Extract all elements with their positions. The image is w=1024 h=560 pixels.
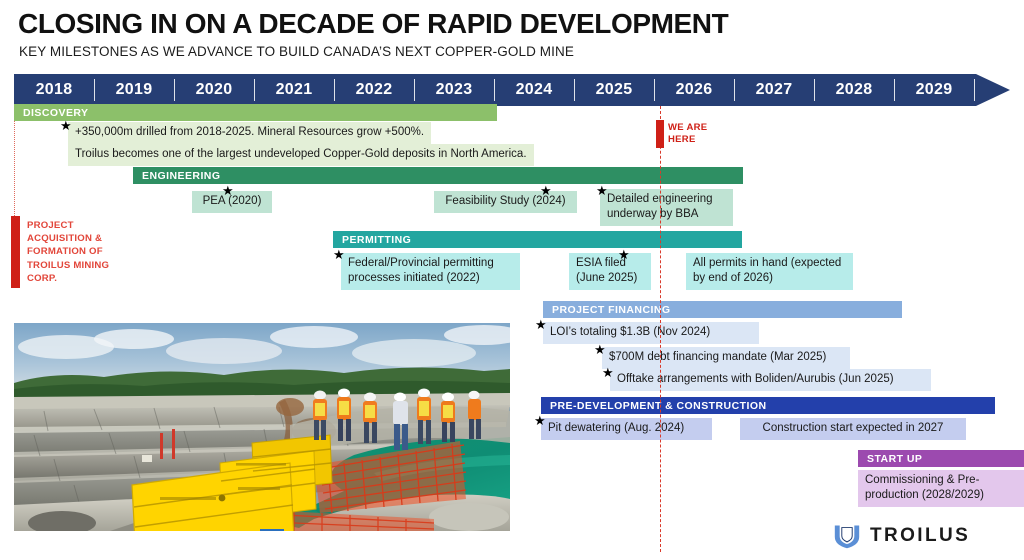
year-separator <box>574 79 575 101</box>
phase-bar-startup: START UP <box>858 450 1024 467</box>
milestone-permitting-all-permits: All permits in hand (expected by end of … <box>686 253 853 290</box>
milestone-star-icon: ★ <box>60 118 72 133</box>
current-date-label: WE ARE HERE <box>668 122 707 146</box>
milestone-star-icon: ★ <box>602 365 614 380</box>
year-cell-2029: 2029 <box>915 81 953 98</box>
year-cell-2026: 2026 <box>675 81 713 98</box>
milestone-discovery-deposit: Troilus becomes one of the largest undev… <box>68 144 534 166</box>
phase-bar-discovery: DISCOVERY <box>14 104 497 121</box>
current-date-label-line1: WE ARE <box>668 122 708 133</box>
year-cell-2023: 2023 <box>435 81 473 98</box>
milestone-engineering-pea: PEA (2020) <box>192 191 272 213</box>
milestone-star-icon: ★ <box>596 183 608 198</box>
milestone-engineering-feasibility: Feasibility Study (2024) <box>434 191 577 213</box>
year-separator <box>494 79 495 101</box>
page-title: CLOSING IN ON A DECADE OF RAPID DEVELOPM… <box>18 8 729 39</box>
phase-bar-engineering: ENGINEERING <box>133 167 743 184</box>
year-separator <box>974 79 975 101</box>
milestone-star-icon: ★ <box>222 183 234 198</box>
troilus-logo: TROILUS <box>833 523 970 549</box>
current-date-label-line2: HERE <box>668 134 696 145</box>
year-cell-2024: 2024 <box>515 81 553 98</box>
year-separator <box>734 79 735 101</box>
acquisition-dotted-line <box>14 106 15 216</box>
milestone-star-icon: ★ <box>594 342 606 357</box>
milestone-permitting-initiated: Federal/Provincial permitting processes … <box>341 253 520 290</box>
phase-bar-predevelopment: PRE-DEVELOPMENT & CONSTRUCTION <box>541 397 995 414</box>
milestone-star-icon: ★ <box>333 247 345 262</box>
logo-text: TROILUS <box>870 525 971 546</box>
milestone-predev-dewatering: Pit dewatering (Aug. 2024) <box>541 418 712 440</box>
milestone-discovery-drilling: +350,000m drilled from 2018-2025. Minera… <box>68 122 432 144</box>
milestone-predev-construction: Construction start expected in 2027 <box>740 418 966 440</box>
open-pit-mine-photo <box>14 323 510 531</box>
year-cell-2028: 2028 <box>835 81 873 98</box>
milestone-financing-debt: $700M debt financing mandate (Mar 2025) <box>602 347 850 369</box>
year-separator <box>334 79 335 101</box>
year-separator <box>94 79 95 101</box>
acquisition-label: PROJECT ACQUISITION & FORMATION OF TROIL… <box>27 220 110 284</box>
year-axis: 2018 2019 2020 2021 2022 2023 2024 2025 … <box>14 74 1010 106</box>
year-cell-2027: 2027 <box>755 81 793 98</box>
year-cell-2022: 2022 <box>355 81 393 98</box>
year-separator <box>894 79 895 101</box>
year-cell-2020: 2020 <box>195 81 233 98</box>
current-date-marker <box>656 120 664 148</box>
milestone-star-icon: ★ <box>534 413 546 428</box>
milestone-engineering-bba: Detailed engineering underway by BBA <box>600 189 733 226</box>
milestone-star-icon: ★ <box>540 183 552 198</box>
milestone-star-icon: ★ <box>618 247 630 262</box>
current-date-line <box>660 106 661 552</box>
year-separator <box>814 79 815 101</box>
phase-bar-permitting: PERMITTING <box>333 231 742 248</box>
page-subtitle: KEY MILESTONES AS WE ADVANCE TO BUILD CA… <box>19 44 574 59</box>
shield-icon <box>834 525 860 549</box>
year-axis-arrow-icon <box>976 74 1010 106</box>
year-separator <box>654 79 655 101</box>
year-cell-2018: 2018 <box>35 81 73 98</box>
acquisition-marker-bar <box>11 216 20 288</box>
year-cell-2021: 2021 <box>275 81 313 98</box>
milestone-permitting-esia: ESIA filed (June 2025) <box>569 253 651 290</box>
milestone-startup-commissioning: Commissioning & Pre-production (2028/202… <box>858 470 1024 507</box>
year-separator <box>414 79 415 101</box>
year-separator <box>174 79 175 101</box>
year-separator <box>254 79 255 101</box>
milestone-financing-loi: LOI’s totaling $1.3B (Nov 2024) <box>543 322 759 344</box>
milestone-star-icon: ★ <box>535 317 547 332</box>
milestone-financing-offtake: Offtake arrangements with Boliden/Aurubi… <box>610 369 931 391</box>
year-cell-2019: 2019 <box>115 81 153 98</box>
year-cell-2025: 2025 <box>595 81 633 98</box>
phase-bar-financing: PROJECT FINANCING <box>543 301 902 318</box>
